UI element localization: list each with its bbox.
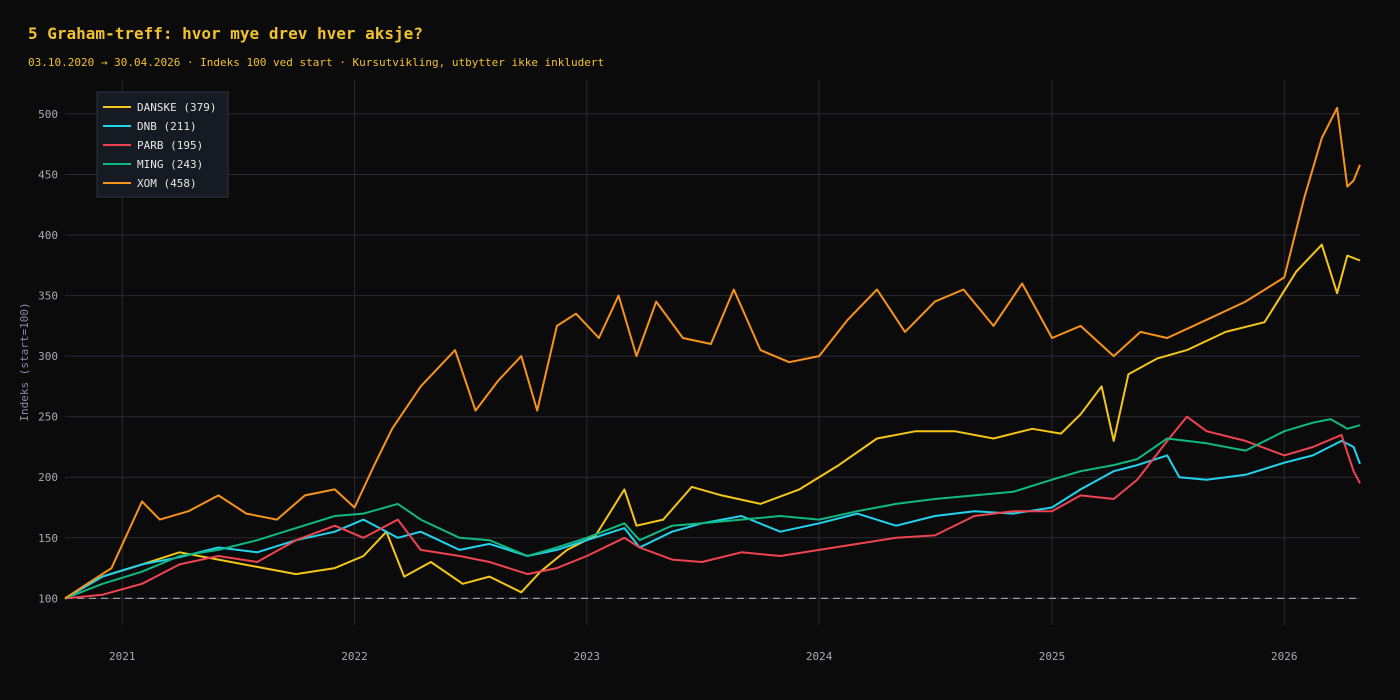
legend[interactable]: DANSKE (379) DNB (211) PARB (195) MING (243… xyxy=(96,91,229,198)
legend-label: DNB (211) xyxy=(137,120,197,133)
chart-subtitle: 03.10.2020 → 30.04.2026 · Indeks 100 ved… xyxy=(28,56,605,69)
series-line-dnb xyxy=(64,439,1361,600)
y-tick-label: 450 xyxy=(38,168,58,181)
legend-item-xom[interactable]: XOM (458) xyxy=(103,177,197,190)
legend-label: MING (243) xyxy=(137,158,203,171)
series-line-ming xyxy=(64,418,1361,600)
y-tick-label: 350 xyxy=(38,290,58,303)
y-tick-label: 250 xyxy=(38,411,58,424)
legend-label: XOM (458) xyxy=(137,177,197,190)
chart-title: 5 Graham-treff: hvor mye drev hver aksje… xyxy=(28,24,423,43)
legend-item-parb[interactable]: PARB (195) xyxy=(103,139,203,152)
x-tick-label: 2022 xyxy=(341,650,368,663)
x-tick-label: 2026 xyxy=(1271,650,1298,663)
series-lines xyxy=(64,106,1361,600)
y-tick-label: 150 xyxy=(38,532,58,545)
x-tick-label: 2025 xyxy=(1039,650,1066,663)
y-tick-label: 200 xyxy=(38,471,58,484)
legend-item-dnb[interactable]: DNB (211) xyxy=(103,120,197,133)
y-tick-label: 300 xyxy=(38,350,58,363)
legend-item-danske[interactable]: DANSKE (379) xyxy=(103,101,216,114)
series-line-parb xyxy=(64,415,1361,600)
y-tick-label: 500 xyxy=(38,108,58,121)
legend-label: PARB (195) xyxy=(137,139,203,152)
x-tick-label: 2021 xyxy=(109,650,136,663)
legend-label: DANSKE (379) xyxy=(137,101,216,114)
x-tick-label: 2023 xyxy=(574,650,601,663)
x-tick-label: 2024 xyxy=(806,650,833,663)
y-axis-ticks: 100 150 200 250 300 350 400 450 500 xyxy=(38,108,58,605)
grid xyxy=(65,80,1360,625)
series-line-xom xyxy=(64,106,1361,600)
series-line-danske xyxy=(64,243,1361,600)
legend-item-ming[interactable]: MING (243) xyxy=(103,158,203,171)
y-tick-label: 400 xyxy=(38,229,58,242)
y-axis-label: Indeks (start=100) xyxy=(18,302,31,421)
y-tick-label: 100 xyxy=(38,592,58,605)
x-axis-ticks: 2021 2022 2023 2024 2025 2026 xyxy=(109,650,1298,663)
